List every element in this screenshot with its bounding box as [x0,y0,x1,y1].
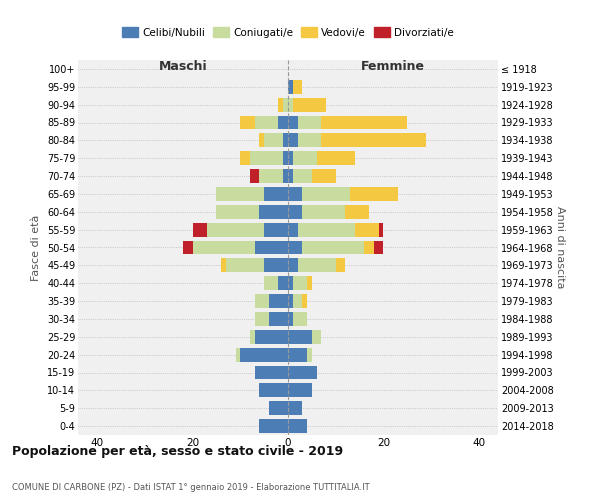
Bar [288,276,293,290]
Bar [298,116,322,130]
Bar [288,330,312,344]
Bar [302,240,364,254]
Bar [259,169,283,183]
Bar [288,98,293,112]
Bar [288,116,298,130]
Bar [298,222,355,236]
Bar [345,205,369,219]
Bar [254,366,288,380]
Bar [283,98,288,112]
Bar [312,330,322,344]
Bar [288,187,302,201]
Bar [283,151,288,165]
Bar [217,205,259,219]
Bar [250,151,283,165]
Bar [312,169,336,183]
Bar [193,240,254,254]
Bar [293,276,307,290]
Bar [355,222,379,236]
Bar [302,205,345,219]
Bar [254,330,288,344]
Bar [264,222,288,236]
Text: Femmine: Femmine [361,60,425,73]
Bar [254,294,269,308]
Bar [302,294,307,308]
Bar [240,116,254,130]
Bar [288,80,293,94]
Bar [240,348,288,362]
Bar [288,151,293,165]
Bar [336,258,345,272]
Text: Maschi: Maschi [158,60,208,73]
Y-axis label: Fasce di età: Fasce di età [31,214,41,280]
Bar [259,384,288,398]
Bar [207,222,264,236]
Bar [307,348,312,362]
Bar [302,187,350,201]
Bar [288,366,317,380]
Bar [254,312,269,326]
Legend: Celibi/Nubili, Coniugati/e, Vedovi/e, Divorziati/e: Celibi/Nubili, Coniugati/e, Vedovi/e, Di… [120,26,456,40]
Bar [254,116,278,130]
Text: Popolazione per età, sesso e stato civile - 2019: Popolazione per età, sesso e stato civil… [12,444,343,458]
Bar [288,222,298,236]
Bar [298,258,336,272]
Bar [269,294,288,308]
Bar [278,116,288,130]
Bar [283,169,288,183]
Bar [278,98,283,112]
Bar [221,258,226,272]
Bar [288,205,302,219]
Bar [283,134,288,147]
Bar [293,169,312,183]
Bar [322,134,427,147]
Bar [317,151,355,165]
Bar [269,312,288,326]
Bar [254,240,288,254]
Bar [350,187,398,201]
Bar [288,348,307,362]
Bar [288,312,293,326]
Bar [264,258,288,272]
Bar [193,222,207,236]
Bar [264,187,288,201]
Bar [259,205,288,219]
Bar [250,330,254,344]
Bar [240,151,250,165]
Bar [288,384,312,398]
Bar [288,169,293,183]
Bar [259,134,264,147]
Bar [293,80,302,94]
Bar [379,222,383,236]
Bar [293,312,307,326]
Bar [293,98,326,112]
Text: COMUNE DI CARBONE (PZ) - Dati ISTAT 1° gennaio 2019 - Elaborazione TUTTITALIA.IT: COMUNE DI CARBONE (PZ) - Dati ISTAT 1° g… [12,484,370,492]
Bar [217,187,264,201]
Bar [374,240,383,254]
Bar [250,169,259,183]
Bar [288,419,307,433]
Bar [288,240,302,254]
Bar [269,401,288,415]
Y-axis label: Anni di nascita: Anni di nascita [554,206,565,289]
Bar [293,294,302,308]
Bar [264,134,283,147]
Bar [259,419,288,433]
Bar [322,116,407,130]
Bar [364,240,374,254]
Bar [235,348,240,362]
Bar [183,240,193,254]
Bar [288,134,298,147]
Bar [288,294,293,308]
Bar [288,401,302,415]
Bar [298,134,322,147]
Bar [278,276,288,290]
Bar [226,258,264,272]
Bar [264,276,278,290]
Bar [307,276,312,290]
Bar [293,151,317,165]
Bar [288,258,298,272]
